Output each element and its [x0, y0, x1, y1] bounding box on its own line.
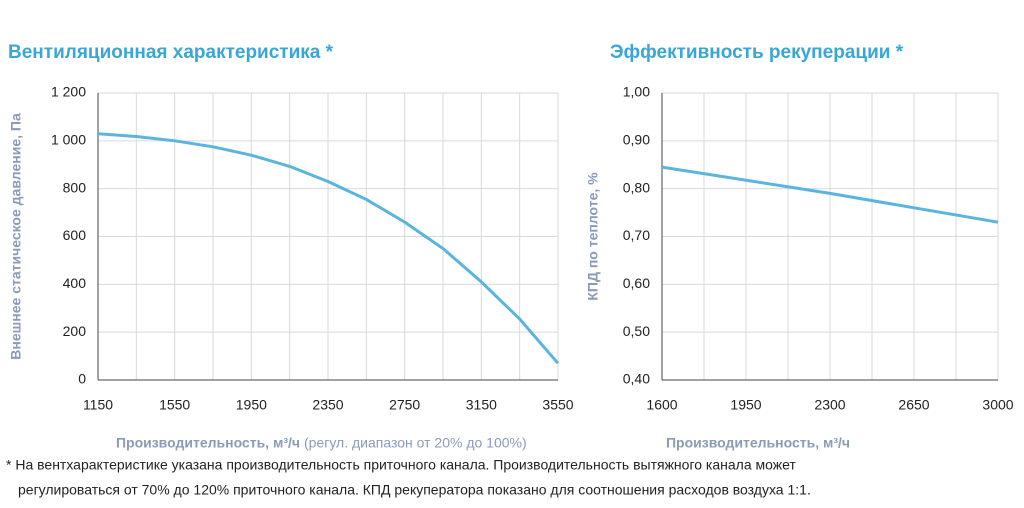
x-axis-label: Производительность, м³/ч — [116, 435, 300, 451]
y-tick-label: 1 000 — [51, 132, 86, 148]
y-tick-label: 600 — [63, 227, 87, 243]
x-tick-label: 2300 — [814, 397, 845, 413]
x-tick-label: 1150 — [83, 397, 113, 413]
x-tick-label: 3550 — [542, 397, 573, 413]
x-tick-label: 1550 — [159, 397, 190, 413]
x-tick-label: 2350 — [312, 397, 343, 413]
y-tick-label: 400 — [63, 275, 87, 291]
y-tick-label: 1 200 — [51, 84, 86, 100]
x-tick-label: 1950 — [236, 397, 267, 413]
y-tick-label: 0,50 — [623, 323, 650, 339]
y-tick-label: 0,40 — [623, 371, 650, 387]
x-tick-label: 2750 — [389, 397, 420, 413]
y-tick-label: 0,90 — [623, 132, 650, 148]
chart-title: Эффективность рекуперации * — [610, 42, 904, 63]
x-axis-label: Производительность, м³/ч — [666, 435, 850, 451]
y-tick-label: 0,70 — [623, 227, 650, 243]
x-tick-label: 3150 — [466, 397, 497, 413]
y-axis-label: Внешнее статическое давление, Па — [8, 113, 24, 360]
y-tick-label: 0,60 — [623, 275, 650, 291]
y-tick-label: 0,80 — [623, 179, 650, 195]
footnote: регулироваться от 70% до 120% приточного… — [18, 482, 811, 498]
y-axis-label: КПД по теплоте, % — [585, 172, 601, 301]
y-tick-label: 1,00 — [623, 84, 650, 100]
x-tick-label: 1950 — [730, 397, 761, 413]
data-line — [97, 132, 560, 365]
x-tick-label: 3000 — [982, 397, 1013, 413]
y-tick-label: 0 — [78, 371, 86, 387]
x-tick-label: 2650 — [898, 397, 929, 413]
chart-title: Вентиляционная характеристика * — [8, 42, 334, 63]
data-line — [661, 165, 999, 224]
footnote: * На вентхарактеристике указана производ… — [6, 457, 796, 473]
y-tick-label: 200 — [63, 323, 87, 339]
x-axis-note: (регул. диапазон от 20% до 100%) — [304, 435, 527, 451]
x-tick-label: 1600 — [646, 397, 677, 413]
y-tick-label: 800 — [63, 179, 87, 195]
